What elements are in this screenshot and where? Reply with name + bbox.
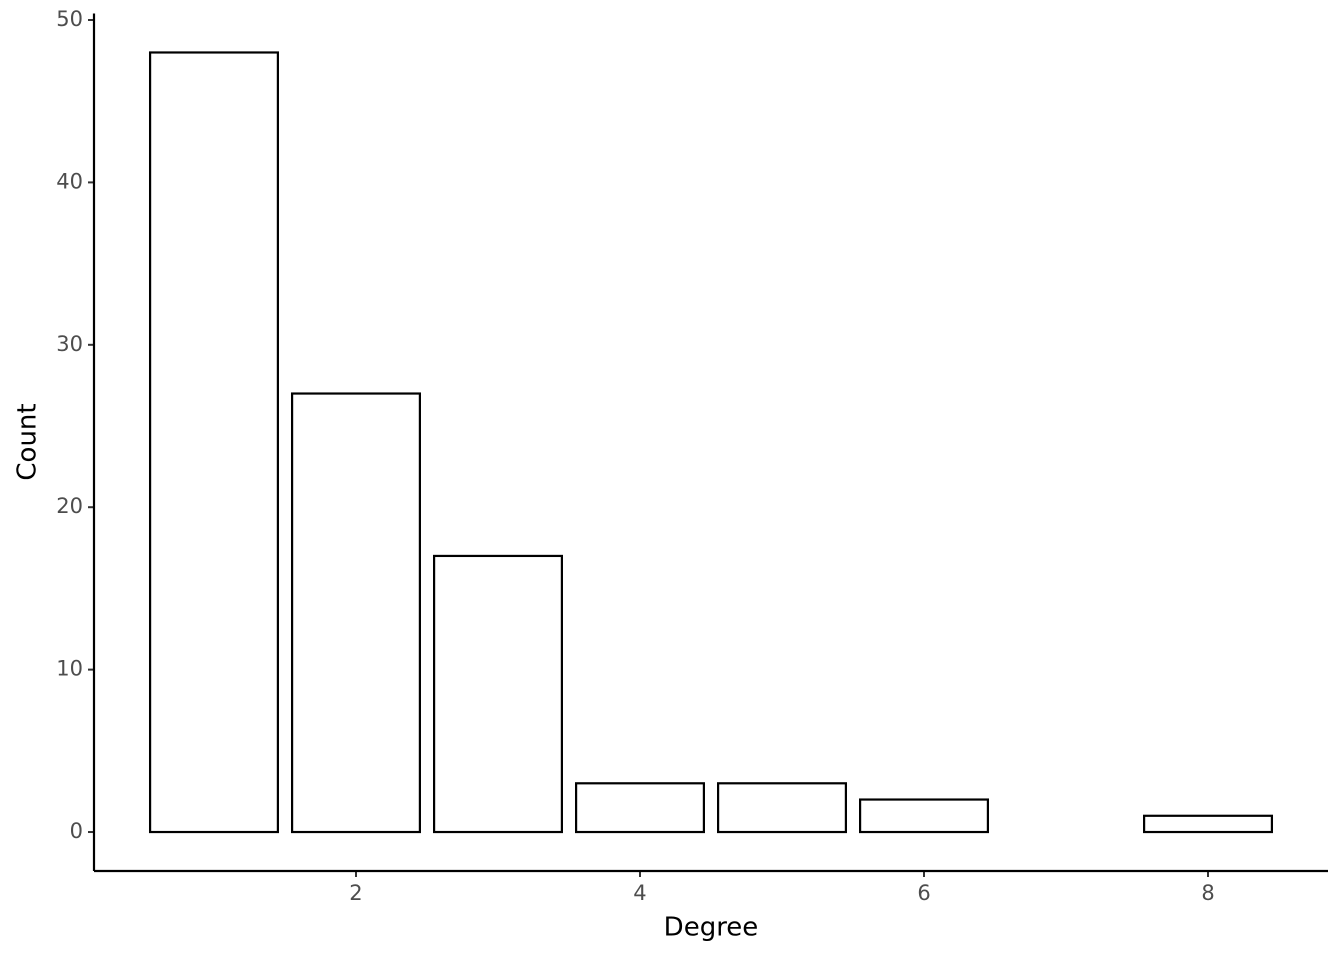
bar [859,798,990,834]
y-tick-label: 30 [56,332,83,356]
y-tick-label: 10 [56,657,83,681]
x-tick-label: 6 [917,881,930,905]
bar [717,782,848,834]
y-tick-label: 20 [56,494,83,518]
y-tick-label: 0 [70,819,83,843]
x-tick-label: 4 [633,881,646,905]
y-tick-label: 50 [56,7,83,31]
y-tick-label: 40 [56,169,83,193]
bar [1143,814,1274,834]
y-axis-title: Count [13,403,43,480]
bar [574,782,705,834]
x-tick-label: 8 [1201,881,1214,905]
x-axis-title: Degree [664,913,759,943]
x-tick-label: 2 [349,881,362,905]
bar [432,554,563,834]
bar [148,51,279,834]
bar [290,392,421,834]
